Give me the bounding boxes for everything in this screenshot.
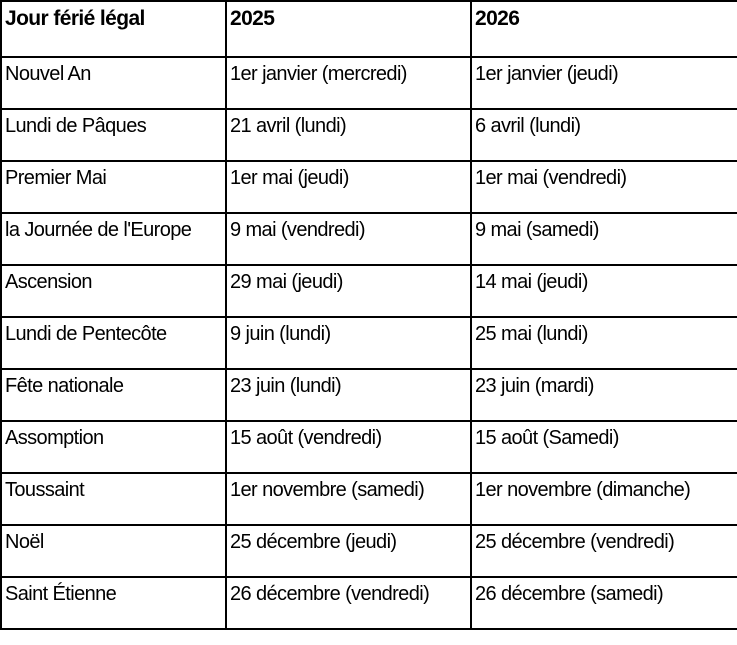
header-year-2026: 2026 <box>470 0 737 58</box>
table-row-nouvel-an: Nouvel An 1er janvier (mercredi) 1er jan… <box>0 56 737 110</box>
date-2026-cell: 15 août (Samedi) <box>470 420 737 474</box>
table-row-premier-mai: Premier Mai 1er mai (jeudi) 1er mai (ven… <box>0 160 737 214</box>
date-2026-cell: 14 mai (jeudi) <box>470 264 737 318</box>
holiday-name-cell: Assomption <box>0 420 227 474</box>
date-2026-cell: 25 mai (lundi) <box>470 316 737 370</box>
date-2026-cell: 23 juin (mardi) <box>470 368 737 422</box>
date-2025-cell: 23 juin (lundi) <box>225 368 472 422</box>
date-2026-cell: 6 avril (lundi) <box>470 108 737 162</box>
date-2026-cell: 1er mai (vendredi) <box>470 160 737 214</box>
date-2025-cell: 15 août (vendredi) <box>225 420 472 474</box>
table-row-noel: Noël 25 décembre (jeudi) 25 décembre (ve… <box>0 524 737 578</box>
date-2026-cell: 1er novembre (dimanche) <box>470 472 737 526</box>
table-row-assomption: Assomption 15 août (vendredi) 15 août (S… <box>0 420 737 474</box>
date-2026-cell: 25 décembre (vendredi) <box>470 524 737 578</box>
date-2025-cell: 1er novembre (samedi) <box>225 472 472 526</box>
holiday-name-cell: Lundi de Pâques <box>0 108 227 162</box>
holiday-name-cell: la Journée de l'Europe <box>0 212 227 266</box>
holiday-name-cell: Nouvel An <box>0 56 227 110</box>
date-2026-cell: 26 décembre (samedi) <box>470 576 737 630</box>
date-2025-cell: 1er janvier (mercredi) <box>225 56 472 110</box>
header-year-2025: 2025 <box>225 0 472 58</box>
table-row-journee-de-l-europe: la Journée de l'Europe 9 mai (vendredi) … <box>0 212 737 266</box>
table-row-ascension: Ascension 29 mai (jeudi) 14 mai (jeudi) <box>0 264 737 318</box>
table-row-fete-nationale: Fête nationale 23 juin (lundi) 23 juin (… <box>0 368 737 422</box>
table-row-lundi-de-paques: Lundi de Pâques 21 avril (lundi) 6 avril… <box>0 108 737 162</box>
date-2026-cell: 1er janvier (jeudi) <box>470 56 737 110</box>
header-holiday-name: Jour férié légal <box>0 0 227 58</box>
holiday-name-cell: Toussaint <box>0 472 227 526</box>
table-row-toussaint: Toussaint 1er novembre (samedi) 1er nove… <box>0 472 737 526</box>
table-row-lundi-de-pentecote: Lundi de Pentecôte 9 juin (lundi) 25 mai… <box>0 316 737 370</box>
holiday-name-cell: Lundi de Pentecôte <box>0 316 227 370</box>
date-2025-cell: 21 avril (lundi) <box>225 108 472 162</box>
holiday-name-cell: Noël <box>0 524 227 578</box>
table-row-saint-etienne: Saint Étienne 26 décembre (vendredi) 26 … <box>0 576 737 630</box>
date-2026-cell: 9 mai (samedi) <box>470 212 737 266</box>
date-2025-cell: 1er mai (jeudi) <box>225 160 472 214</box>
public-holidays-table: Jour férié légal 2025 2026 Nouvel An 1er… <box>0 0 737 630</box>
holiday-name-cell: Ascension <box>0 264 227 318</box>
date-2025-cell: 9 juin (lundi) <box>225 316 472 370</box>
date-2025-cell: 9 mai (vendredi) <box>225 212 472 266</box>
holiday-name-cell: Saint Étienne <box>0 576 227 630</box>
date-2025-cell: 26 décembre (vendredi) <box>225 576 472 630</box>
table-header-row: Jour férié légal 2025 2026 <box>0 0 737 58</box>
date-2025-cell: 25 décembre (jeudi) <box>225 524 472 578</box>
date-2025-cell: 29 mai (jeudi) <box>225 264 472 318</box>
holiday-name-cell: Premier Mai <box>0 160 227 214</box>
holiday-name-cell: Fête nationale <box>0 368 227 422</box>
